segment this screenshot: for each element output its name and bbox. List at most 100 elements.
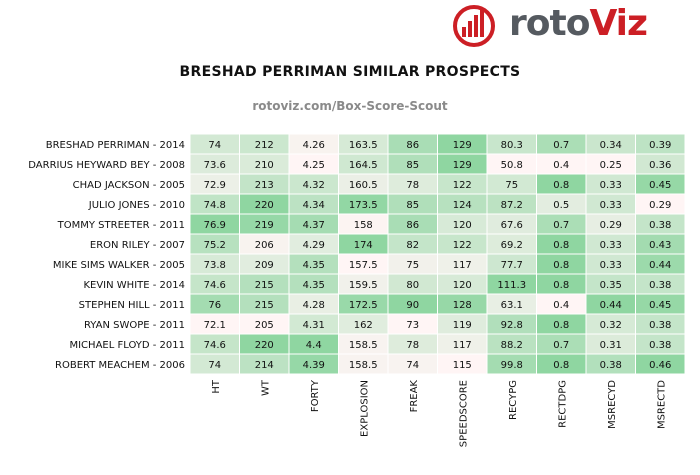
cell-value-label: 0.4 xyxy=(553,300,569,311)
cell-value-label: 72.1 xyxy=(204,320,226,331)
cell-value-label: 4.32 xyxy=(303,180,325,191)
cell-value-label: 0.7 xyxy=(553,340,569,351)
column-label: MSRECTD xyxy=(656,380,667,429)
cell-value-label: 163.5 xyxy=(349,140,378,151)
column-label: RECYPG xyxy=(508,380,519,420)
cell-value-label: 73.8 xyxy=(204,260,226,271)
cell-value-label: 212 xyxy=(255,140,274,151)
cell-value-label: 0.45 xyxy=(649,180,671,191)
cell-value-label: 74.6 xyxy=(204,340,226,351)
rotoviz-logo-icon xyxy=(453,5,495,47)
cell-value-label: 87.2 xyxy=(501,200,523,211)
cell-value-label: 90 xyxy=(406,300,419,311)
cell-value-label: 75.2 xyxy=(204,240,226,251)
cell-value-label: 0.34 xyxy=(600,140,622,151)
cell-value-label: 0.46 xyxy=(649,360,671,371)
cell-value-label: 73.6 xyxy=(204,160,226,171)
cell-value-label: 157.5 xyxy=(349,260,378,271)
cell-value-label: 74.6 xyxy=(204,280,226,291)
cell-value-label: 220 xyxy=(255,200,274,211)
cell-value-label: 119 xyxy=(453,320,472,331)
cell-value-label: 215 xyxy=(255,300,274,311)
cell-value-label: 159.5 xyxy=(349,280,378,291)
cell-value-label: 99.8 xyxy=(501,360,523,371)
cell-value-label: 115 xyxy=(453,360,472,371)
cell-value-label: 0.29 xyxy=(600,220,622,231)
cell-value-label: 4.28 xyxy=(303,300,325,311)
cell-value-label: 75 xyxy=(406,260,419,271)
row-label: ERON RILEY - 2007 xyxy=(90,240,185,251)
cell-value-label: 214 xyxy=(255,360,274,371)
cell-value-label: 0.35 xyxy=(600,280,622,291)
heatmap-cell xyxy=(635,353,686,375)
cell-value-label: 4.26 xyxy=(303,140,325,151)
cell-value-label: 122 xyxy=(453,180,472,191)
cell-value-label: 0.31 xyxy=(600,340,622,351)
cell-value-label: 0.32 xyxy=(600,320,622,331)
cell-value-label: 0.44 xyxy=(600,300,622,311)
cell-value-label: 86 xyxy=(406,220,419,231)
cell-value-label: 0.5 xyxy=(553,200,569,211)
cell-value-label: 220 xyxy=(255,340,274,351)
row-label: ROBERT MEACHEM - 2006 xyxy=(55,360,185,371)
cell-value-label: 0.33 xyxy=(600,200,622,211)
row-label: BRESHAD PERRIMAN - 2014 xyxy=(46,140,185,151)
column-label: EXPLOSION xyxy=(359,380,370,437)
cell-value-label: 4.31 xyxy=(303,320,325,331)
column-label: WT xyxy=(260,379,271,396)
cell-value-label: 129 xyxy=(453,140,472,151)
cell-value-label: 72.9 xyxy=(204,180,226,191)
cell-value-label: 4.35 xyxy=(303,280,325,291)
cell-value-label: 0.38 xyxy=(649,320,671,331)
chart-subtitle: rotoviz.com/Box-Score-Scout xyxy=(252,99,448,113)
cell-value-label: 76 xyxy=(208,300,221,311)
cell-value-label: 160.5 xyxy=(349,180,378,191)
cell-value-label: 174 xyxy=(354,240,373,251)
cell-value-label: 0.39 xyxy=(649,140,671,151)
row-label: KEVIN WHITE - 2014 xyxy=(83,280,185,291)
cell-value-label: 76.9 xyxy=(204,220,226,231)
cell-value-label: 172.5 xyxy=(349,300,378,311)
cell-value-label: 0.45 xyxy=(649,300,671,311)
cell-value-label: 78 xyxy=(406,340,419,351)
row-label: DARRIUS HEYWARD BEY - 2008 xyxy=(28,160,185,171)
cell-value-label: 213 xyxy=(255,180,274,191)
cell-value-label: 162 xyxy=(354,320,373,331)
row-label: STEPHEN HILL - 2011 xyxy=(79,300,185,311)
cell-value-label: 0.25 xyxy=(600,160,622,171)
cell-value-label: 117 xyxy=(453,340,472,351)
column-label: FREAK xyxy=(409,380,420,413)
cell-value-label: 74.8 xyxy=(204,200,226,211)
logo-text: rotoViz xyxy=(509,2,648,46)
cell-value-label: 63.1 xyxy=(501,300,523,311)
cell-value-label: 88.2 xyxy=(501,340,523,351)
cell-value-label: 4.39 xyxy=(303,360,325,371)
cell-value-label: 122 xyxy=(453,240,472,251)
cell-value-label: 164.5 xyxy=(349,160,378,171)
cell-value-label: 0.7 xyxy=(553,140,569,151)
cell-value-label: 4.35 xyxy=(303,260,325,271)
row-label: MICHAEL FLOYD - 2011 xyxy=(69,340,185,351)
cell-value-label: 78 xyxy=(406,180,419,191)
cell-value-label: 85 xyxy=(406,160,419,171)
cell-value-label: 0.33 xyxy=(600,240,622,251)
cell-value-label: 82 xyxy=(406,240,419,251)
column-label: MSRECYD xyxy=(607,380,618,429)
cell-value-label: 4.4 xyxy=(306,340,322,351)
cell-value-label: 0.8 xyxy=(553,260,569,271)
cell-value-label: 0.8 xyxy=(553,280,569,291)
cell-value-label: 173.5 xyxy=(349,200,378,211)
cell-value-label: 120 xyxy=(453,280,472,291)
column-label: FORTY xyxy=(310,379,321,412)
chart-title: BRESHAD PERRIMAN SIMILAR PROSPECTS xyxy=(179,64,521,80)
cell-value-label: 206 xyxy=(255,240,274,251)
cell-value-label: 0.38 xyxy=(649,220,671,231)
cell-value-label: 120 xyxy=(453,220,472,231)
cell-value-label: 205 xyxy=(255,320,274,331)
cell-value-label: 0.4 xyxy=(553,160,569,171)
cell-value-label: 158 xyxy=(354,220,373,231)
cell-value-label: 77.7 xyxy=(501,260,523,271)
cell-value-label: 111.3 xyxy=(497,280,526,291)
cell-value-label: 74 xyxy=(406,360,419,371)
